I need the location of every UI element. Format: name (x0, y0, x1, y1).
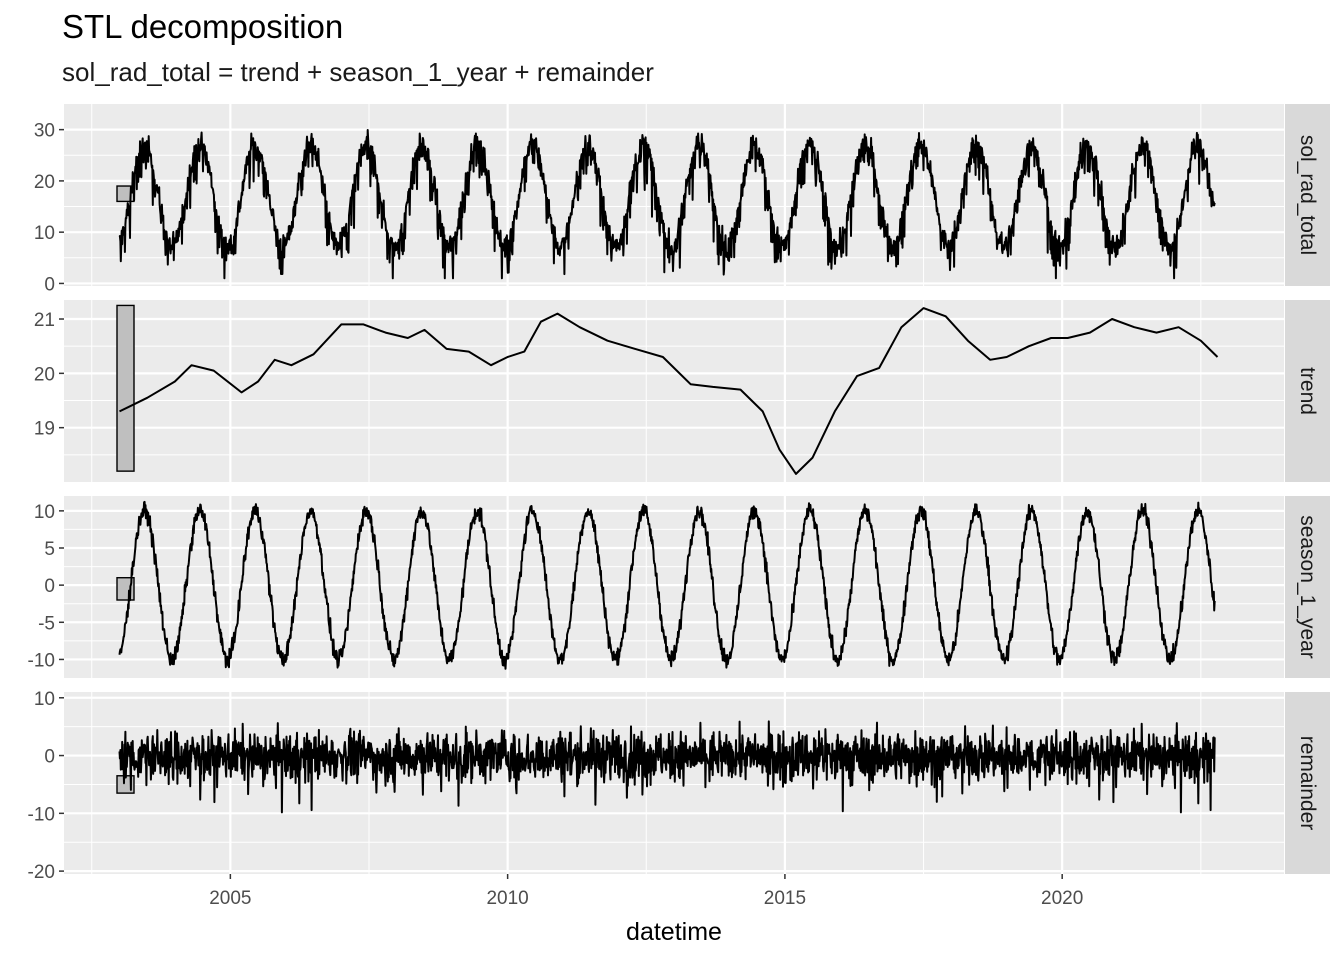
y-tick-label: -20 (28, 862, 55, 883)
season_1_year-line (118, 500, 1216, 670)
scale-bar (116, 304, 135, 472)
facet-strip-label: season_1_year (1296, 515, 1319, 659)
x-axis-label: datetime (626, 918, 722, 946)
y-tick-label: 10 (34, 689, 55, 710)
facet-strip (1285, 692, 1330, 874)
y-tick-label: -10 (28, 650, 55, 671)
facet-strip-label: trend (1296, 367, 1319, 415)
y-tick-label: 21 (34, 310, 55, 331)
chart-title: STL decomposition (62, 8, 344, 45)
y-tick-label: 0 (44, 274, 55, 295)
y-tick-label: -5 (38, 613, 55, 634)
x-tick-label: 2015 (764, 888, 806, 909)
x-tick-label: 2020 (1041, 888, 1083, 909)
y-tick-label: 5 (44, 539, 55, 560)
y-tick-label: 19 (34, 419, 55, 440)
facet-strip-label: remainder (1296, 736, 1319, 831)
x-tick-label: 2005 (209, 888, 251, 909)
y-tick-label: 20 (34, 172, 55, 193)
facet-strip (1285, 104, 1330, 286)
panel-background (64, 300, 1284, 482)
facet-strip-label: sol_rad_total (1296, 135, 1319, 255)
sol_rad_total-line (118, 129, 1216, 280)
panel-background (64, 692, 1284, 874)
y-tick-label: 10 (34, 223, 55, 244)
x-tick-label: 2010 (486, 888, 528, 909)
remainder-line (118, 720, 1216, 814)
y-tick-label: 20 (34, 364, 55, 385)
trend-line (119, 307, 1219, 475)
y-tick-label: 10 (34, 502, 55, 523)
y-tick-label: 30 (34, 121, 55, 142)
y-tick-label: 0 (44, 576, 55, 597)
facet-strip (1285, 496, 1330, 678)
y-tick-label: -10 (28, 804, 55, 825)
facet-strip (1285, 300, 1330, 482)
chart-subtitle: sol_rad_total = trend + season_1_year + … (62, 57, 654, 87)
y-tick-label: 0 (44, 747, 55, 768)
